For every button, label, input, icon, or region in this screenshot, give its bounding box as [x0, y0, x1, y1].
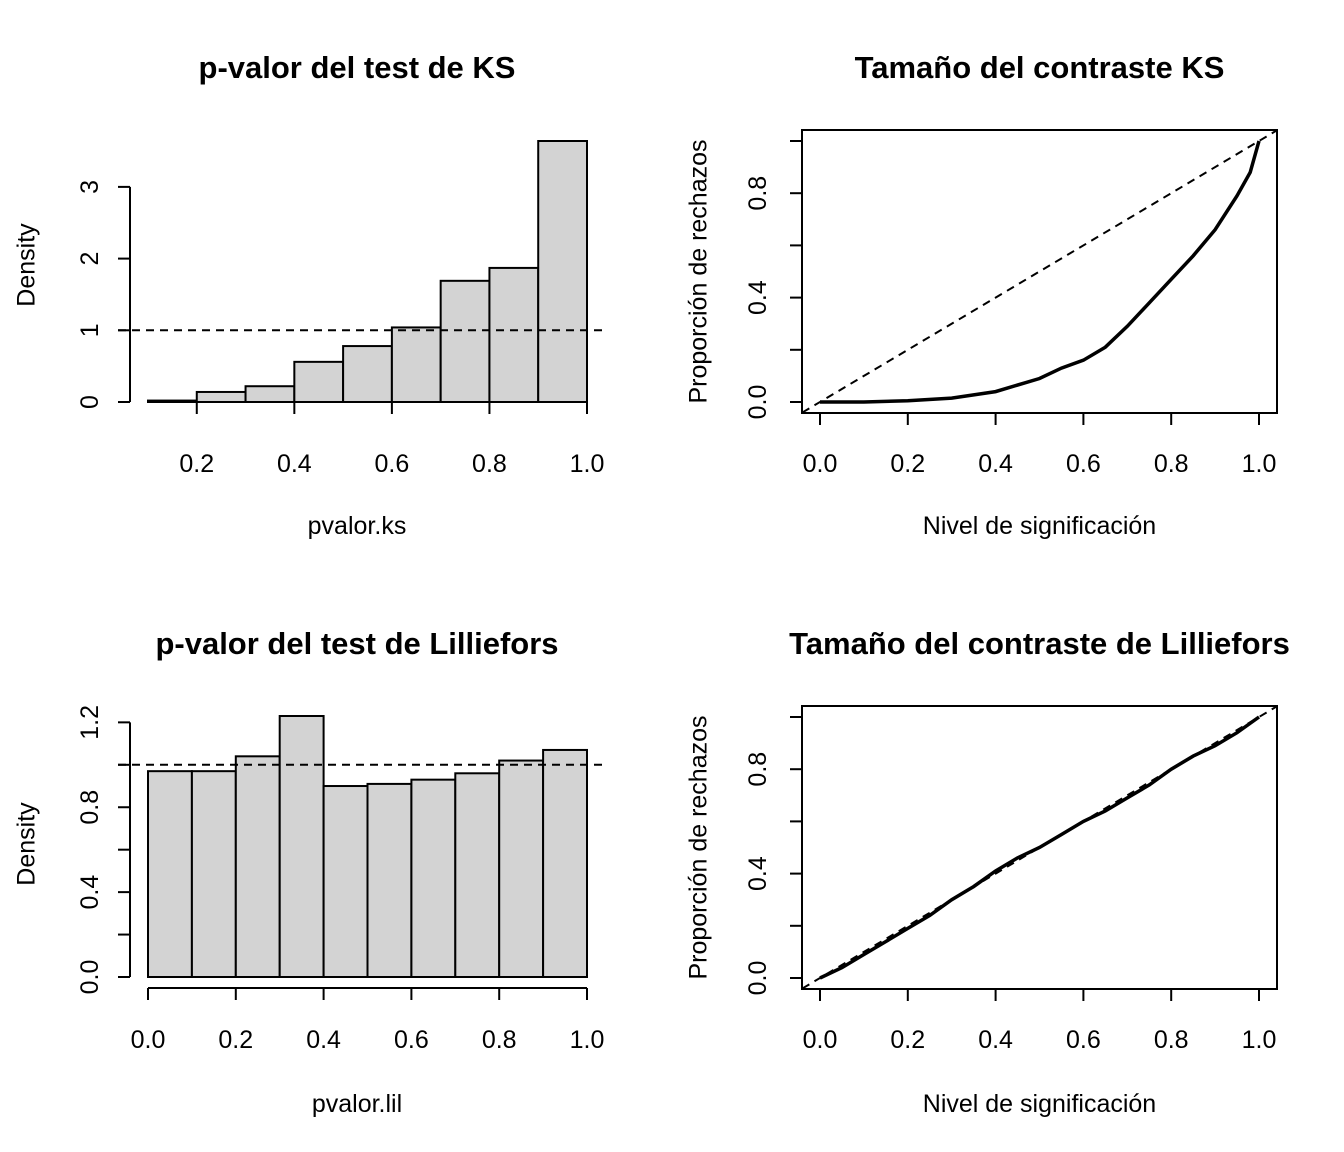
chart-panel-4: Tamaño del contraste de Lilliefors 0.0 0.2…: [685, 626, 1290, 1118]
y-tick-label: 0.0: [76, 960, 104, 995]
x-tick-label: 0.0: [803, 450, 838, 478]
x-tick-label: 0.8: [1154, 1026, 1189, 1054]
x-tick-label: 1.0: [570, 1026, 605, 1054]
x-tick-label: 1.0: [570, 450, 605, 478]
histogram-bar: [498, 759, 545, 978]
x-tick-label: 0.4: [978, 1026, 1013, 1054]
y-tick-label: 3: [76, 180, 104, 194]
y-tick-label: 0.0: [744, 961, 772, 996]
chart-title: Tamaño del contraste de Lilliefors: [789, 626, 1290, 661]
x-tick-label: 1.0: [1242, 1026, 1277, 1054]
histogram-bar: [147, 770, 193, 978]
chart-panel-2: Tamaño del contraste KS 0.0 0.2 0.4 0.6 0.8 1.…: [685, 50, 1278, 540]
x-axis-label: pvalor.ks: [308, 512, 407, 540]
x-tick-label: 1.0: [1242, 450, 1277, 478]
x-tick-label: 0.8: [1154, 450, 1189, 478]
y-tick-label: 0: [76, 395, 104, 409]
histogram-bar: [234, 755, 281, 978]
x-tick-label: 0.4: [277, 450, 312, 478]
y-tick-label: 0.4: [76, 875, 104, 910]
x-tick-label: 0.0: [131, 1026, 166, 1054]
x-tick-label: 0.2: [890, 1026, 925, 1054]
histogram-bar: [342, 345, 393, 404]
histogram-bar: [542, 748, 588, 979]
plot-frame: [801, 129, 1278, 414]
histogram-bar: [439, 279, 491, 404]
x-tick-label: 0.8: [472, 450, 507, 478]
x-tick-label: 0.4: [978, 450, 1013, 478]
chart-title: p-valor del test de KS: [199, 50, 516, 85]
histogram-bar: [293, 360, 345, 404]
x-tick-label: 0.6: [375, 450, 410, 478]
histogram-bar: [190, 770, 237, 978]
x-tick-label: 0.8: [482, 1026, 517, 1054]
y-tick-label: 0.4: [744, 856, 772, 891]
y-axis-label: Proporción de rechazos: [685, 715, 713, 979]
x-tick-label: 0.0: [803, 1026, 838, 1054]
histogram-bar: [195, 390, 247, 404]
reference-line: [801, 129, 1278, 414]
y-tick-label: 2: [76, 252, 104, 266]
y-tick-label: 0.4: [744, 280, 772, 315]
size-curve: [820, 140, 1261, 404]
histogram-bar: [488, 266, 540, 403]
y-tick-label: 1: [76, 323, 104, 337]
y-tick-label: 0.0: [744, 385, 772, 420]
x-tick-label: 0.2: [890, 450, 925, 478]
y-axis-label: Proporción de rechazos: [685, 139, 713, 403]
y-axis-label: Density: [13, 223, 41, 307]
x-tick-label: 0.6: [1066, 450, 1101, 478]
y-tick-label: 0.8: [744, 752, 772, 787]
histogram-bar: [244, 385, 296, 404]
size-curve: [819, 715, 1261, 980]
chart-panel-3: p-valor del test de Lilliefors 0.0 0.2 0.4 0…: [13, 626, 605, 1118]
x-tick-label: 0.6: [1066, 1026, 1101, 1054]
x-axis-label: pvalor.lil: [312, 1090, 402, 1118]
x-tick-label: 0.4: [306, 1026, 341, 1054]
x-tick-label: 0.2: [179, 450, 214, 478]
histogram-bar: [410, 778, 457, 978]
histogram-bar: [278, 715, 325, 978]
x-tick-label: 0.6: [394, 1026, 429, 1054]
histogram-bar: [147, 399, 198, 404]
reference-line: [801, 705, 1278, 990]
histogram-bar: [322, 785, 369, 979]
chart-title: Tamaño del contraste KS: [855, 50, 1225, 85]
histogram-bar: [390, 326, 442, 403]
x-axis-label: Nivel de significación: [923, 512, 1156, 540]
x-tick-label: 0.2: [218, 1026, 253, 1054]
y-tick-label: 1.2: [76, 705, 104, 740]
plot-frame: [801, 705, 1278, 990]
chart-panel-1: p-valor del test de KS 0.2 0.4 0.6 0.8 1.0 pva…: [13, 50, 605, 540]
histogram-bar: [537, 140, 589, 403]
histogram-bar: [454, 772, 501, 978]
histogram-bar: [366, 782, 413, 979]
x-axis-label: Nivel de significación: [923, 1090, 1156, 1118]
chart-title: p-valor del test de Lilliefors: [155, 626, 558, 661]
y-tick-label: 0.8: [744, 176, 772, 211]
y-tick-label: 0.8: [76, 790, 104, 825]
y-axis-label: Density: [13, 802, 41, 886]
